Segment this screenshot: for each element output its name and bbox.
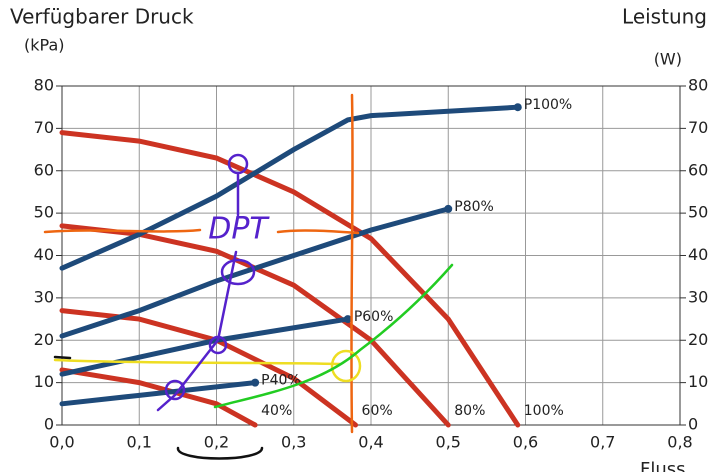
chart-title: Verfügbarer Druck bbox=[10, 5, 194, 29]
series-label: 80% bbox=[454, 403, 485, 419]
green-line bbox=[213, 263, 454, 409]
y-tick-label: 10 bbox=[34, 372, 54, 391]
tick-scribble bbox=[53, 355, 72, 360]
handwriting bbox=[43, 93, 454, 460]
bracket bbox=[176, 446, 264, 460]
plot-frame bbox=[61, 85, 681, 426]
series-label: P40% bbox=[261, 373, 301, 389]
purple-line bbox=[156, 173, 240, 412]
y2-tick-label: 80 bbox=[688, 76, 708, 95]
x-tick-label: 0,4 bbox=[358, 433, 383, 452]
x-tick-label: 0,3 bbox=[281, 433, 306, 452]
purple-circle bbox=[220, 258, 256, 286]
y2-tick-label: 60 bbox=[688, 160, 708, 179]
orange-vertical bbox=[350, 93, 354, 434]
x-tick-label: 0,6 bbox=[513, 433, 538, 452]
y2-tick-label: 20 bbox=[688, 330, 708, 349]
y-axis-label: (kPa) bbox=[24, 36, 64, 55]
y2-tick-label: 50 bbox=[688, 203, 708, 222]
series-label: 100% bbox=[524, 403, 564, 419]
y-tick-label: 0 bbox=[44, 415, 54, 434]
y2-tick-label: 70 bbox=[688, 118, 708, 137]
x-axis-label: Fluss bbox=[640, 459, 686, 472]
grid: 0,0 0,1 0,2 0,3 0,4 0,5 0,6 0,7 0,80102030405060… bbox=[34, 76, 709, 452]
curve-end bbox=[343, 315, 352, 324]
curve-end bbox=[251, 378, 260, 387]
x-tick-label: 0,2 bbox=[204, 433, 229, 452]
x-tick-label: 0,8 bbox=[667, 433, 692, 452]
curves: 100% 80% 60% 40% P100% P80% P60% P40% bbox=[59, 97, 572, 428]
series-label: P60% bbox=[354, 309, 394, 325]
curve bbox=[59, 367, 258, 428]
y2-tick-label: 0 bbox=[688, 415, 698, 434]
curve bbox=[59, 380, 258, 407]
purple-circle bbox=[208, 335, 228, 355]
y-tick-label: 20 bbox=[34, 330, 54, 349]
series-label: 60% bbox=[362, 403, 393, 419]
x-tick-label: 0,1 bbox=[127, 433, 152, 452]
annotation: DPT bbox=[208, 212, 270, 247]
y-tick-label: 30 bbox=[34, 287, 54, 306]
x-tick-label: 0,0 bbox=[49, 433, 74, 452]
y-tick-label: 60 bbox=[34, 160, 54, 179]
x-tick-label: 0,7 bbox=[590, 433, 615, 452]
series-label: P100% bbox=[524, 97, 572, 113]
yellow-circle bbox=[330, 349, 362, 383]
curve-end bbox=[513, 103, 522, 112]
y-tick-label: 70 bbox=[34, 118, 54, 137]
series-label: 40% bbox=[261, 403, 292, 419]
curve bbox=[59, 206, 451, 339]
y-tick-label: 80 bbox=[34, 76, 54, 95]
curve bbox=[59, 130, 521, 428]
x-tick-label: 0,5 bbox=[436, 433, 461, 452]
y-tick-label: 40 bbox=[34, 245, 54, 264]
y2-axis-title: Leistung bbox=[622, 5, 707, 29]
curve-end bbox=[444, 204, 453, 213]
curve bbox=[59, 316, 351, 377]
orange-horizontal bbox=[43, 228, 360, 235]
y-tick-label: 50 bbox=[34, 203, 54, 222]
purple-circle bbox=[227, 153, 249, 175]
y2-axis-label: (W) bbox=[654, 50, 682, 69]
y2-tick-label: 40 bbox=[688, 245, 708, 264]
y2-tick-label: 30 bbox=[688, 287, 708, 306]
series-label: P80% bbox=[454, 199, 494, 215]
y2-tick-label: 10 bbox=[688, 372, 708, 391]
curve bbox=[59, 308, 359, 428]
yellow-line bbox=[53, 358, 342, 366]
curve bbox=[59, 104, 521, 271]
purple-circle bbox=[164, 379, 186, 401]
